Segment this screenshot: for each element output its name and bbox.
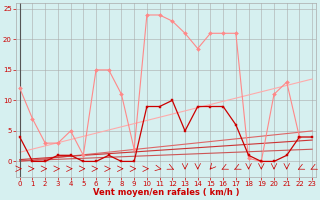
- X-axis label: Vent moyen/en rafales ( km/h ): Vent moyen/en rafales ( km/h ): [93, 188, 239, 197]
